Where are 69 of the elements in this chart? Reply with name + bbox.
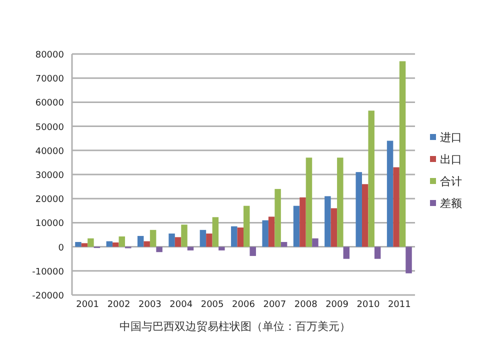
bar [206,234,212,247]
bar [356,172,362,247]
x-tick-label: 2004 [170,300,193,310]
bar [306,158,312,247]
x-tick-label: 2001 [76,300,100,310]
bar [386,140,394,247]
x-tick-label: 2009 [326,300,349,310]
bar [274,188,281,247]
bar [262,220,268,247]
bar [144,241,150,247]
bar [168,234,175,247]
y-tick-label: 10000 [35,219,64,230]
y-tick-label: 60000 [35,98,64,109]
bar [88,238,94,247]
bar [81,243,88,247]
bar [156,246,162,252]
bar [374,246,381,259]
bar [212,217,219,247]
bar [181,224,188,247]
y-tick-label: 20000 [35,195,64,206]
bar [250,246,256,256]
bar [268,216,275,247]
y-tick-label: 50000 [35,122,64,133]
legend-label: 进口 [440,131,462,144]
x-tick-label: 2003 [138,300,162,310]
bar [330,208,338,247]
bar [244,206,250,247]
bar [174,237,182,247]
bar [300,197,306,247]
bar [324,196,331,247]
bar [75,242,82,247]
legend-label: 合计 [440,175,462,188]
x-tick-label: 2002 [107,300,130,310]
bar [337,158,344,247]
bar [368,110,374,247]
bar [187,246,194,250]
y-tick-label: -20000 [32,292,64,302]
x-tick-label: 2010 [356,300,380,310]
x-tick-label: 2006 [232,300,256,310]
bar [393,167,400,247]
bar [280,242,288,247]
y-tick-label: -10000 [32,267,64,278]
x-tick-label: 2008 [294,300,318,310]
bar [237,228,244,247]
text: 中国与巴西双边贸易柱状图（单位：百万美元） [120,320,350,333]
legend-label: 出口 [440,153,462,166]
bar [200,230,206,247]
bar [150,230,156,247]
bar [312,238,318,247]
bar [406,246,412,274]
y-tick-label: 80000 [35,50,64,60]
bar [399,61,406,247]
bar [293,206,300,247]
y-tick-label: 40000 [35,146,64,157]
bar [106,241,113,247]
y-tick-label: 0 [58,243,64,254]
legend-label: 差额 [440,197,462,210]
bar [112,242,119,247]
bar [137,236,144,247]
y-tick-label: 70000 [35,74,64,85]
x-tick-label: 2005 [200,300,224,310]
bar [218,246,225,250]
bar [362,184,368,247]
bar [118,236,126,247]
bar [343,246,350,259]
bar [231,226,238,247]
x-tick-label: 2011 [388,300,411,310]
y-tick-label: 30000 [35,171,64,181]
x-tick-label: 2007 [263,300,286,310]
